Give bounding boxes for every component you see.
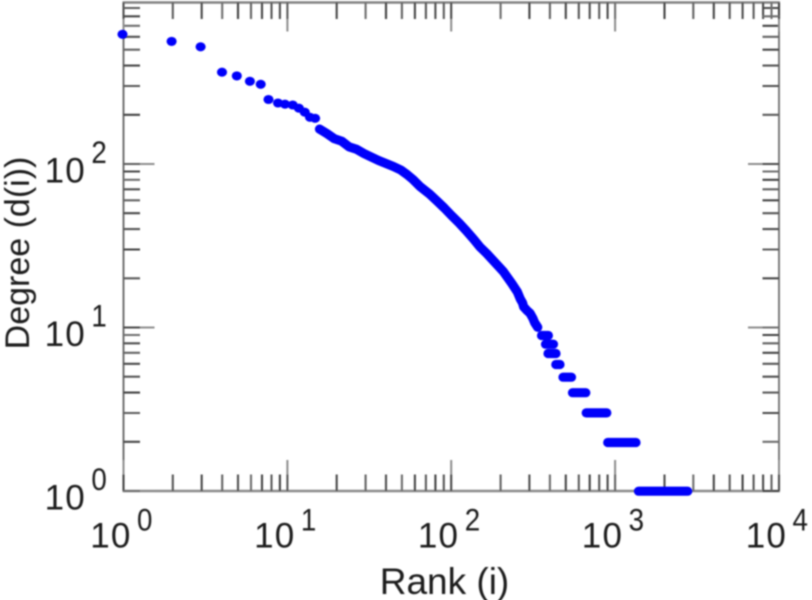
svg-text:Degree (d(i)): Degree (d(i)) xyxy=(0,157,37,350)
svg-text:4: 4 xyxy=(793,503,808,538)
svg-text:0: 0 xyxy=(137,503,152,538)
svg-text:10: 10 xyxy=(254,517,295,556)
svg-text:3: 3 xyxy=(629,503,644,538)
svg-text:10: 10 xyxy=(746,517,787,556)
svg-text:10: 10 xyxy=(418,517,459,556)
svg-text:10: 10 xyxy=(90,517,131,556)
svg-text:2: 2 xyxy=(465,503,480,538)
svg-text:10: 10 xyxy=(582,517,623,556)
svg-text:10: 10 xyxy=(45,315,86,354)
svg-text:0: 0 xyxy=(91,462,106,497)
svg-text:2: 2 xyxy=(91,135,106,170)
svg-text:10: 10 xyxy=(45,478,86,517)
svg-text:Rank (i): Rank (i) xyxy=(380,561,510,600)
svg-text:10: 10 xyxy=(45,151,86,190)
svg-text:1: 1 xyxy=(301,503,316,538)
svg-text:1: 1 xyxy=(91,299,106,334)
